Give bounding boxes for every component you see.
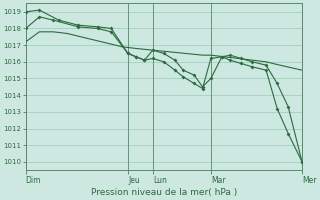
X-axis label: Pression niveau de la mer( hPa ): Pression niveau de la mer( hPa ) bbox=[91, 188, 237, 197]
